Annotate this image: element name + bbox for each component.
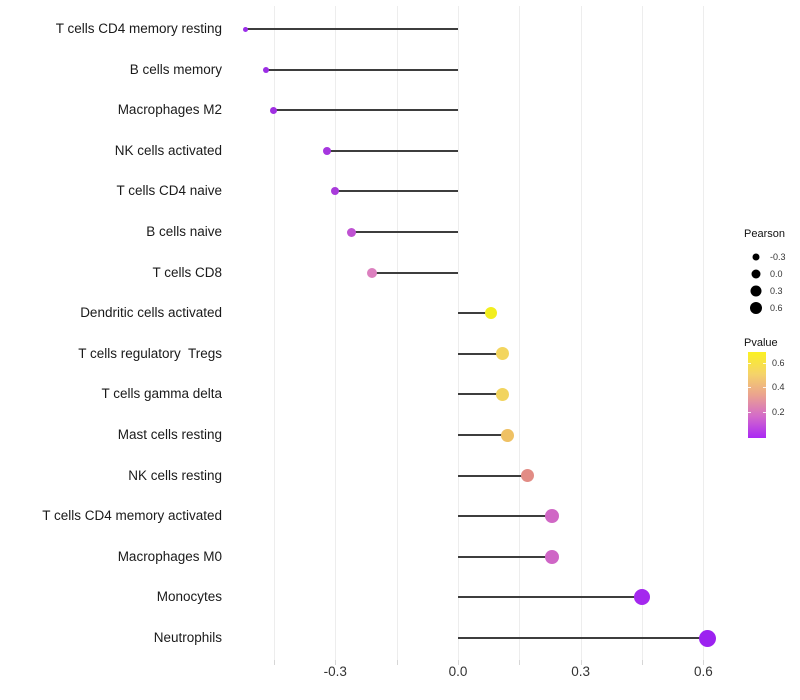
pearson-legend-dot (750, 285, 762, 296)
category-label: Dendritic cells activated (80, 305, 222, 321)
data-point-dot (496, 387, 510, 401)
stem-segment (458, 474, 528, 477)
gridline (273, 6, 275, 660)
pvalue-color-legend: Pvalue 0.6 0.4 0.2 (744, 337, 800, 438)
data-point-dot (367, 267, 378, 278)
pearson-legend-entry: 0.0 (744, 265, 800, 282)
category-label: T cells CD4 memory activated (42, 508, 222, 524)
category-label: T cells CD4 naive (116, 183, 222, 199)
pearson-legend-dot (750, 301, 762, 314)
stem-segment (335, 190, 458, 193)
x-axis-tick (580, 660, 582, 665)
pvalue-tick-notch (763, 363, 766, 364)
x-axis-tick (458, 660, 459, 665)
gridline (396, 6, 398, 660)
gridline (519, 6, 521, 660)
x-axis-tick (703, 660, 705, 665)
stem-segment (458, 312, 491, 315)
x-axis-tick (273, 660, 275, 665)
stem-segment (265, 68, 458, 71)
pearson-legend-entry: 0.3 (744, 282, 800, 299)
pearson-legend-dot (751, 269, 761, 278)
stem-segment (458, 515, 553, 518)
x-axis-tick (335, 660, 337, 665)
category-label: T cells regulatory Tregs (78, 345, 222, 361)
pvalue-tick-label: 0.4 (772, 382, 785, 392)
pearson-legend-label: 0.0 (770, 268, 783, 279)
category-label: B cells memory (129, 61, 222, 77)
x-axis-tick (519, 660, 521, 665)
category-label: NK cells activated (114, 142, 222, 158)
data-point-dot (331, 187, 340, 196)
stem-segment (372, 271, 458, 274)
stem-segment (273, 109, 458, 112)
pvalue-tick-notch (748, 387, 751, 388)
stem-segment (458, 596, 643, 599)
category-label: Macrophages M2 (117, 102, 222, 118)
pvalue-tick-notch (763, 412, 766, 414)
data-point-dot (634, 589, 651, 606)
pearson-legend-label: 0.3 (770, 285, 783, 296)
stem-segment (245, 28, 458, 30)
pearson-legend-entries: -0.3 0.0 0.3 0.6 (744, 248, 800, 316)
gridline (458, 6, 459, 660)
x-axis-tick-label: 0.0 (448, 664, 468, 679)
gridline (703, 6, 705, 660)
category-label: B cells naive (146, 224, 222, 239)
x-axis-tick (396, 660, 398, 665)
data-point-dot (262, 66, 269, 73)
category-label: Monocytes (156, 589, 222, 605)
data-point-dot (521, 469, 535, 483)
data-point-dot (496, 347, 510, 361)
x-axis-tick-label: 0.3 (571, 664, 591, 679)
stem-segment (458, 637, 708, 639)
pearson-size-legend: Pearson -0.3 0.0 0.3 0.6 (744, 228, 800, 316)
stem-segment (327, 149, 458, 152)
data-point-dot (500, 428, 514, 442)
pvalue-legend-title: Pvalue (744, 337, 778, 349)
pvalue-tick-label: 0.6 (772, 358, 785, 368)
stem-segment (458, 434, 508, 436)
x-axis-tick-label: -0.3 (323, 664, 347, 679)
data-point-dot (270, 106, 278, 114)
gridline (335, 6, 337, 660)
stem-segment (351, 231, 458, 233)
data-point-dot (323, 146, 332, 155)
pearson-legend-entry: 0.6 (744, 299, 800, 316)
pvalue-tick-notch (748, 412, 751, 414)
pearson-legend-label: 0.6 (770, 302, 783, 313)
data-point-dot (545, 549, 560, 564)
pearson-legend-dot (752, 253, 760, 260)
pvalue-colorbar (748, 352, 766, 438)
x-axis-tick-label: 0.6 (694, 664, 713, 679)
pvalue-tick-notch (748, 363, 751, 364)
x-axis-tick (642, 660, 644, 665)
category-label: Macrophages M0 (117, 548, 222, 564)
pearson-legend-entry: -0.3 (744, 248, 800, 265)
category-label: T cells CD8 (152, 264, 222, 280)
pvalue-tick-label: 0.2 (772, 407, 785, 418)
stem-segment (458, 393, 503, 396)
pvalue-tick-notch (763, 387, 766, 388)
data-point-dot (242, 26, 248, 32)
category-label: NK cells resting (128, 467, 222, 483)
data-point-dot (698, 629, 716, 647)
pearson-legend-title: Pearson (744, 228, 785, 240)
pearson-legend-label: -0.3 (770, 251, 786, 262)
data-point-dot (484, 307, 497, 320)
gridline (580, 6, 582, 660)
stem-segment (458, 352, 503, 355)
gridline (642, 6, 644, 660)
category-label: Mast cells resting (117, 427, 222, 442)
data-point-dot (347, 227, 357, 237)
stem-segment (458, 555, 553, 558)
category-label: Neutrophils (153, 630, 222, 645)
category-label: T cells gamma delta (101, 386, 222, 402)
category-label: T cells CD4 memory resting (55, 21, 222, 36)
data-point-dot (545, 509, 560, 524)
